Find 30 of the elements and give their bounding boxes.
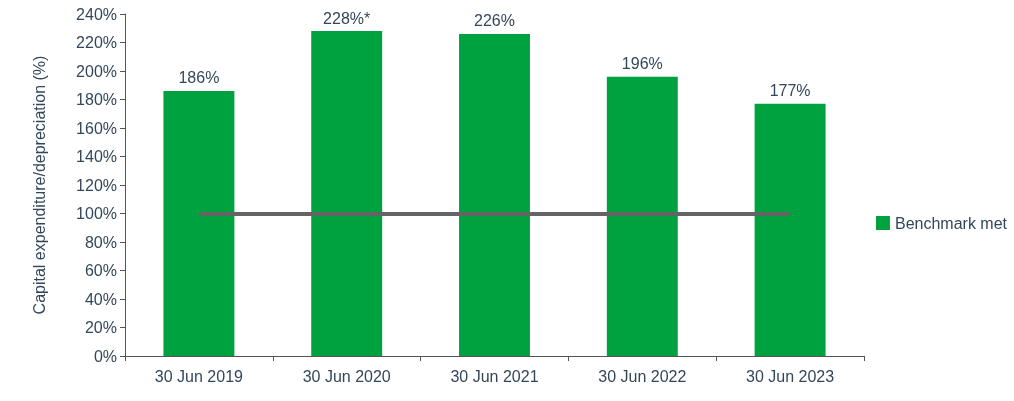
- bar: [311, 31, 383, 356]
- y-tick-label: 160%: [76, 119, 117, 137]
- bar: [459, 33, 530, 356]
- bar: [606, 76, 678, 356]
- x-tick-label: 30 Jun 2023: [746, 367, 835, 385]
- y-tick-label: 240%: [76, 5, 117, 23]
- data-label: 177%: [769, 82, 811, 100]
- data-label: 228%*: [323, 9, 371, 27]
- data-label: 196%: [621, 55, 663, 73]
- x-tick-label: 30 Jun 2019: [154, 367, 244, 385]
- y-tick-label: 120%: [76, 176, 117, 194]
- x-tick-label: 30 Jun 2022: [598, 367, 687, 385]
- y-tick-label: 40%: [84, 290, 117, 308]
- y-tick-label: 0%: [93, 347, 117, 365]
- legend-label: Benchmark met: [894, 214, 1008, 232]
- y-tick-label: 200%: [76, 62, 117, 80]
- data-label: 186%: [178, 69, 220, 87]
- y-tick-label: 80%: [84, 233, 117, 251]
- data-label: 226%: [474, 12, 515, 30]
- x-tick-label: 30 Jun 2021: [450, 367, 539, 385]
- y-tick-label: 220%: [76, 34, 117, 51]
- y-tick-label: 20%: [84, 319, 117, 336]
- bar: [163, 90, 235, 356]
- y-axis-title: Capital expenditure/depreciation (%): [30, 55, 48, 315]
- y-tick-label: 100%: [76, 205, 117, 222]
- y-tick-label: 140%: [76, 148, 117, 165]
- x-tick-label: 30 Jun 2020: [302, 367, 391, 385]
- bar: [754, 103, 826, 356]
- y-tick-label: 60%: [84, 262, 117, 279]
- y-tick-label: 180%: [76, 91, 117, 108]
